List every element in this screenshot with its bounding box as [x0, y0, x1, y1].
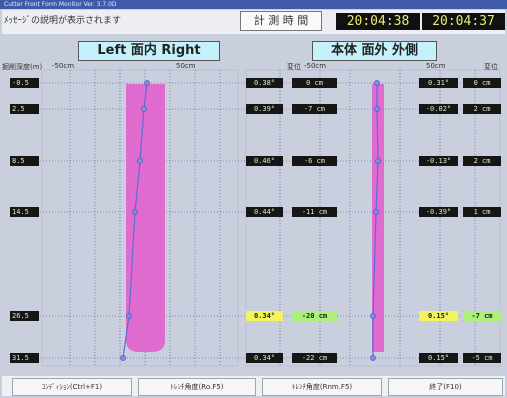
in-plane-angle-value: 0.34° — [246, 311, 283, 321]
message-text: ﾒｯｾｰｼﾞの説明が表示されます — [4, 16, 122, 26]
current-time-display: 20:04:38 — [336, 13, 420, 30]
in-plane-profile-line-point — [144, 80, 150, 86]
in-plane-header: Left 面内 Right — [78, 41, 220, 61]
out-of-plane-profile-line-point — [374, 106, 380, 112]
right-pos-scale: 50cm — [426, 62, 446, 70]
out-of-plane-angle-value: 0.15° — [419, 353, 458, 363]
right-neg-scale: -50cm — [304, 62, 327, 70]
in-plane-angle-value: 0.34° — [246, 353, 283, 363]
out-of-plane-profile-line-point — [373, 209, 379, 215]
out-of-plane-displacement-value: -7 cm — [463, 311, 501, 321]
out-of-plane-displacement-value: 2 cm — [463, 156, 501, 166]
depth-value: 2.5 — [10, 104, 39, 114]
in-plane-angle-value: 0.46° — [246, 156, 283, 166]
out-of-plane-profile-line-point — [370, 355, 376, 361]
out-of-plane-displacement-value: -5 cm — [463, 353, 501, 363]
out-of-plane-angle-value: -0.39° — [419, 207, 458, 217]
out-of-plane-displacement-value: 0 cm — [463, 78, 501, 88]
trench-angle-rnm-button[interactable]: ﾄﾚﾝﾁ角度(Rnm.F5) — [262, 378, 382, 396]
in-plane-displacement-value: -20 cm — [292, 311, 337, 321]
exit-button[interactable]: 終了(F10) — [388, 378, 503, 396]
out-of-plane-angle-value: 0.15° — [419, 311, 458, 321]
measure-time-label: 計 測 時 間 — [240, 11, 322, 31]
depth-value: 31.5 — [10, 353, 39, 363]
condition-button[interactable]: ｺﾝﾃﾞｨｼｮﾝ(Ctrl+F1) — [12, 378, 132, 396]
out-of-plane-displacement-value: 2 cm — [463, 104, 501, 114]
out-of-plane-angle-value: -0.13° — [419, 156, 458, 166]
in-plane-profile-line-point — [137, 158, 143, 164]
in-plane-displacement-value: -6 cm — [292, 156, 337, 166]
depth-value: 26.5 — [10, 311, 39, 321]
plot-panel-border — [41, 69, 239, 367]
out-of-plane-profile-line-point — [370, 313, 376, 319]
out-of-plane-band — [372, 84, 384, 352]
out-of-plane-header: 本体 面外 外側 — [312, 41, 437, 61]
depth-value: -0.5 — [10, 78, 39, 88]
out-of-plane-profile-line-point — [374, 80, 380, 86]
in-plane-displacement-value: 0 cm — [292, 78, 337, 88]
trench-angle-ro-button[interactable]: ﾄﾚﾝﾁ角度(Ro.F5) — [138, 378, 256, 396]
in-plane-profile-line-point — [126, 313, 132, 319]
in-plane-displacement-value: -7 cm — [292, 104, 337, 114]
in-plane-displacement-value: -11 cm — [292, 207, 337, 217]
in-plane-displacement-value: -22 cm — [292, 353, 337, 363]
depth-value: 14.5 — [10, 207, 39, 217]
window-title: Cutter Front Form Monitor Ver. 3.7.0D — [0, 0, 507, 9]
disp-label-1: 変位 — [287, 63, 301, 71]
measure-time-display: 20:04:37 — [422, 13, 505, 30]
message-bar: ﾒｯｾｰｼﾞの説明が表示されます 計 測 時 間 20:04:38 20:04:… — [2, 10, 505, 34]
disp-label-2: 変位 — [484, 63, 498, 71]
in-plane-angle-value: 0.39° — [246, 104, 283, 114]
out-of-plane-angle-value: -0.02° — [419, 104, 458, 114]
in-plane-profile-line-point — [141, 106, 147, 112]
out-of-plane-profile-line — [372, 83, 379, 358]
plot-panel-border — [245, 69, 501, 367]
left-pos-scale: 50cm — [176, 62, 196, 70]
in-plane-profile-line-point — [132, 209, 138, 215]
in-plane-profile-line-point — [120, 355, 126, 361]
function-key-bar: ｺﾝﾃﾞｨｼｮﾝ(Ctrl+F1) ﾄﾚﾝﾁ角度(Ro.F5) ﾄﾚﾝﾁ角度(R… — [2, 376, 505, 396]
out-of-plane-profile-line-point — [375, 158, 381, 164]
depth-axis-label: 掘削深度(m) — [2, 63, 43, 71]
out-of-plane-displacement-value: 1 cm — [463, 207, 501, 217]
in-plane-profile-line — [122, 82, 148, 359]
in-plane-angle-value: 0.38° — [246, 78, 283, 88]
left-neg-scale: -50cm — [52, 62, 75, 70]
depth-value: 8.5 — [10, 156, 39, 166]
in-plane-angle-value: 0.44° — [246, 207, 283, 217]
out-of-plane-angle-value: 0.31° — [419, 78, 458, 88]
in-plane-band — [126, 84, 165, 352]
